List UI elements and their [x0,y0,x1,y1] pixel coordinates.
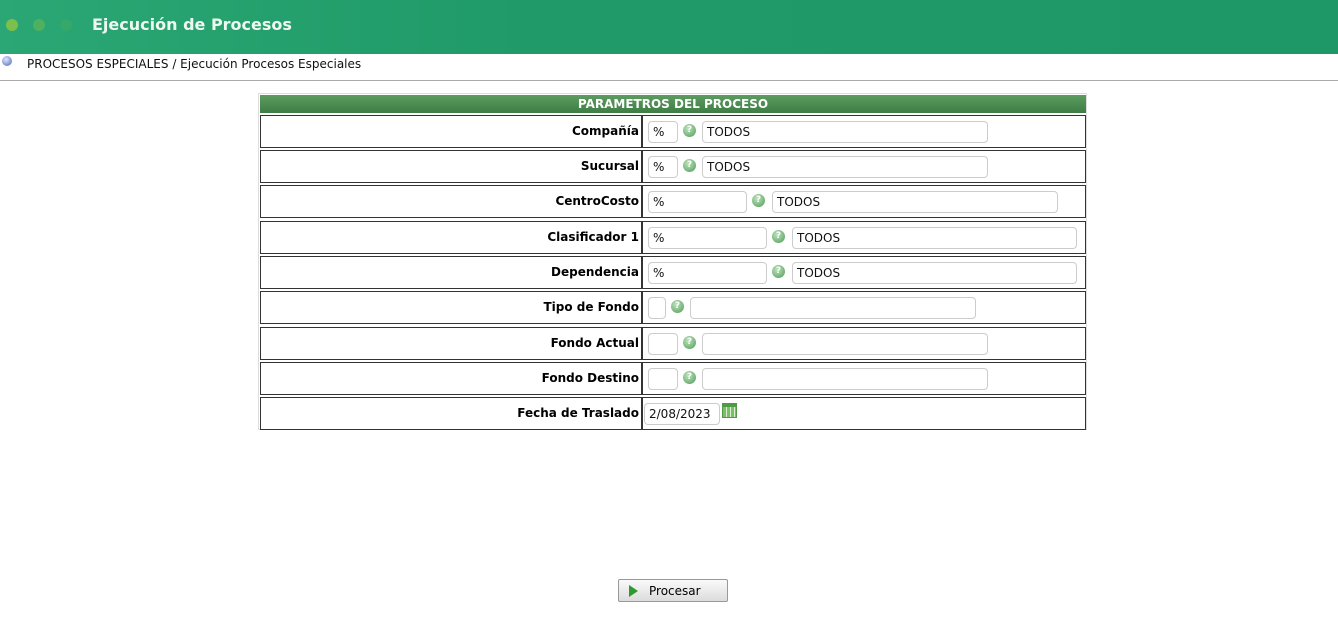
parameter-row: Fondo Destino ? [260,362,1086,395]
help-lookup-icon[interactable]: ? [683,159,696,172]
code-input[interactable] [648,333,678,355]
description-input[interactable] [690,297,976,319]
parameter-label: Tipo de Fondo [260,291,642,324]
help-lookup-icon[interactable]: ? [683,124,696,137]
parameter-value-cell: ? [642,291,1086,324]
breadcrumb: PROCESOS ESPECIALES / Ejecución Procesos… [27,57,362,71]
description-input[interactable]: TODOS [702,121,988,143]
window-dot-icon [33,19,45,31]
parameter-row: Tipo de Fondo ? [260,291,1086,324]
description-input[interactable]: TODOS [772,191,1058,213]
parameter-row: Fecha de Traslado 2/08/2023 [260,397,1086,430]
parameter-value-cell: % ? TODOS [642,256,1086,289]
help-lookup-icon[interactable]: ? [772,230,785,243]
parameter-row: Fondo Actual ? [260,327,1086,360]
parameter-label: Dependencia [260,256,642,289]
code-input[interactable] [648,297,666,319]
parameter-label: Fecha de Traslado [260,397,642,430]
parameter-row: Clasificador 1 % ? TODOS [260,221,1086,254]
panel-title: PARAMETROS DEL PROCESO [260,95,1086,113]
parameter-value-cell: % ? TODOS [642,185,1086,218]
parameter-label: Fondo Actual [260,327,642,360]
page-title: Ejecución de Procesos [92,15,292,34]
window-dot-icon [60,19,72,31]
code-input[interactable]: % [648,156,678,178]
divider [0,80,1338,81]
parameter-value-cell: ? [642,362,1086,395]
date-input[interactable]: 2/08/2023 [644,403,720,425]
info-icon [2,56,12,66]
code-input[interactable]: % [648,262,767,284]
code-input[interactable]: % [648,121,678,143]
parameter-label: Clasificador 1 [260,221,642,254]
process-button[interactable]: Procesar [618,579,728,602]
calendar-icon[interactable] [722,403,737,418]
parameter-value-cell: 2/08/2023 [642,397,1086,430]
description-input[interactable] [702,368,988,390]
parameter-label: Sucursal [260,150,642,183]
help-lookup-icon[interactable]: ? [752,194,765,207]
parameter-label: Fondo Destino [260,362,642,395]
parameter-label: Compañía [260,115,642,148]
code-input[interactable]: % [648,227,767,249]
help-lookup-icon[interactable]: ? [683,336,696,349]
code-input[interactable]: % [648,191,747,213]
code-input[interactable] [648,368,678,390]
description-input[interactable] [702,333,988,355]
app-header: Ejecución de Procesos [0,0,1338,54]
parameter-row: Dependencia % ? TODOS [260,256,1086,289]
parameter-value-cell: ? [642,327,1086,360]
parameter-value-cell: % ? TODOS [642,221,1086,254]
parameter-value-cell: % ? TODOS [642,150,1086,183]
parameter-row: CentroCosto % ? TODOS [260,185,1086,218]
window-dot-icon [6,19,18,31]
process-button-label: Procesar [649,584,701,598]
help-lookup-icon[interactable]: ? [671,300,684,313]
help-lookup-icon[interactable]: ? [772,265,785,278]
description-input[interactable]: TODOS [792,227,1077,249]
parameter-row: Sucursal % ? TODOS [260,150,1086,183]
description-input[interactable]: TODOS [792,262,1077,284]
play-icon [629,585,638,597]
parameter-label: CentroCosto [260,185,642,218]
help-lookup-icon[interactable]: ? [683,371,696,384]
parameter-row: Compañía % ? TODOS [260,115,1086,148]
description-input[interactable]: TODOS [702,156,988,178]
parameter-value-cell: % ? TODOS [642,115,1086,148]
